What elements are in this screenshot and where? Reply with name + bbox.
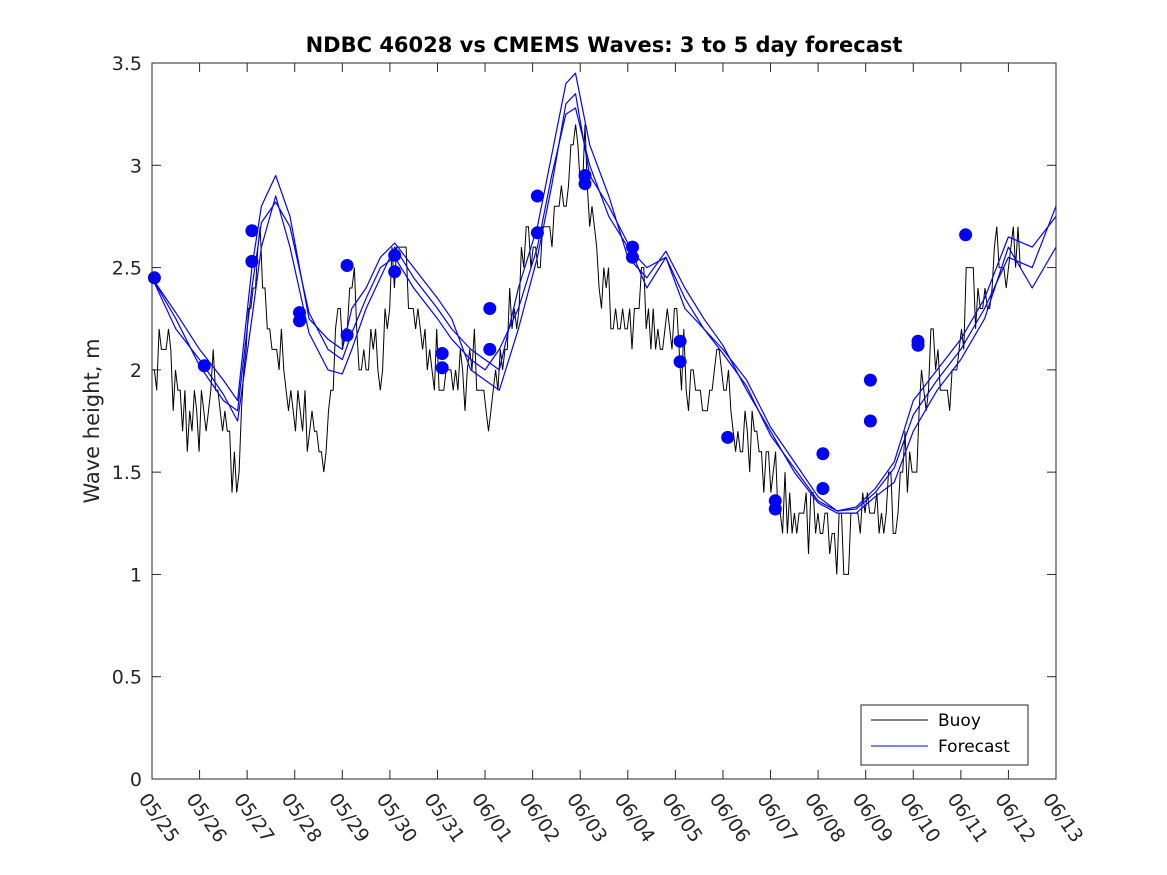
forecast-point <box>721 430 735 444</box>
plot-area <box>152 63 1056 779</box>
y-tick-label: 0.5 <box>112 667 142 689</box>
forecast-point <box>340 328 354 342</box>
forecast-point <box>293 314 306 328</box>
forecast-point <box>673 334 687 348</box>
forecast-point <box>388 265 402 279</box>
forecast-point <box>483 302 497 315</box>
forecast-point <box>626 250 639 264</box>
forecast-point <box>626 240 639 254</box>
y-tick-label: 2.5 <box>112 258 142 280</box>
y-tick-label: 1 <box>130 564 142 586</box>
y-axis: 0 0.5 1 1.5 2 2.5 3 3.5 <box>112 53 1056 791</box>
forecast-point <box>959 228 973 242</box>
forecast-point <box>147 271 161 285</box>
y-tick-label: 2 <box>130 360 142 382</box>
y-axis-label: Wave height, m <box>80 338 104 503</box>
y-tick-label: 3 <box>130 155 142 177</box>
forecast-point <box>245 254 259 268</box>
forecast-point <box>578 177 592 191</box>
y-tick-label: 0 <box>130 769 142 791</box>
forecast-point <box>863 373 877 387</box>
forecast-point <box>340 259 354 272</box>
forecast-point <box>911 338 925 352</box>
legend: Buoy Forecast <box>860 704 1029 766</box>
forecast-point <box>388 248 402 262</box>
forecast-point <box>483 342 497 356</box>
forecast-point <box>197 359 211 373</box>
forecast-point <box>768 502 782 516</box>
forecast-point <box>530 226 544 240</box>
forecast-line-2 <box>151 72 1057 514</box>
legend-forecast-label: Forecast <box>938 737 1010 757</box>
forecast-series-layer <box>151 72 1057 514</box>
forecast-marker-layer <box>147 169 973 516</box>
forecast-line-3 <box>151 93 1057 512</box>
legend-box <box>860 704 1029 766</box>
forecast-point <box>530 189 544 203</box>
plot-frame <box>151 62 1057 780</box>
y-tick-label: 1.5 <box>112 462 142 484</box>
forecast-point <box>435 347 449 360</box>
forecast-point <box>816 447 830 461</box>
forecast-point <box>816 482 830 495</box>
chart-title: NDBC 46028 vs CMEMS Waves: 3 to 5 day fo… <box>306 33 903 57</box>
legend-buoy-label: Buoy <box>938 711 981 731</box>
forecast-point <box>673 355 687 369</box>
forecast-point <box>245 224 259 238</box>
forecast-point <box>435 361 449 375</box>
forecast-point <box>863 414 877 428</box>
y-tick-label: 3.5 <box>112 53 142 75</box>
